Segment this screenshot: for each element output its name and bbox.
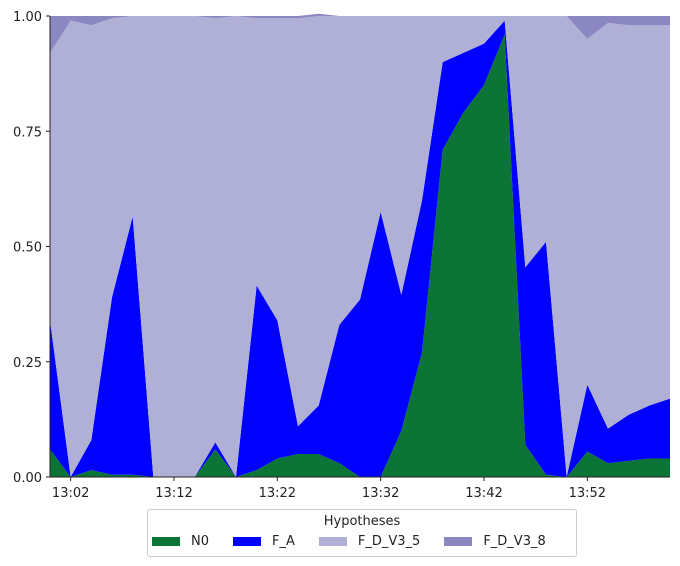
legend-label-n0: N0 (191, 534, 209, 549)
y-tick-label: 1.00 (13, 10, 42, 25)
y-tick-label: 0.00 (13, 471, 42, 486)
y-ticks: 0.00 0.25 0.50 0.75 1.00 (13, 10, 50, 486)
x-tick-label: 13:12 (155, 486, 192, 501)
legend-item-f-a: F_A (233, 534, 295, 549)
x-tick-label: 13:52 (569, 486, 606, 501)
y-tick-label: 0.25 (13, 356, 42, 371)
x-tick-label: 13:02 (52, 486, 89, 501)
x-tick-label: 13:42 (465, 486, 502, 501)
area-f-d-v3-5 (50, 16, 670, 477)
area-layers (50, 13, 670, 478)
x-tick-label: 13:22 (259, 486, 296, 501)
area-n0 (50, 34, 670, 477)
legend-swatch-f-d-v3-5 (318, 537, 347, 546)
area-f-a (50, 20, 670, 478)
legend-item-n0: N0 (152, 534, 209, 549)
legend-title: Hypotheses (323, 514, 401, 529)
legend-swatch-n0 (152, 537, 180, 546)
area-f-d-v3-8 (50, 13, 670, 53)
y-tick-label: 0.75 (13, 125, 42, 140)
legend-item-f-d-v3-8: F_D_V3_8 (444, 534, 546, 549)
legend-label-f-d-v3-8: F_D_V3_8 (483, 534, 546, 549)
x-tick-label: 13:32 (362, 486, 399, 501)
legend: Hypotheses N0 F_A F_D_V3_5 F_D_V3_8 (147, 509, 577, 557)
legend-swatch-f-a (233, 537, 261, 546)
x-ticks: 13:02 13:12 13:22 13:32 13:42 13:52 (52, 477, 606, 501)
legend-label-f-d-v3-5: F_D_V3_5 (357, 534, 421, 549)
stacked-area-chart: 13:02 13:12 13:22 13:32 13:42 13:52 0.000.250… (13, 10, 670, 501)
legend-label-f-a: F_A (272, 534, 295, 549)
y-tick-label: 0.50 (13, 241, 42, 256)
legend-swatch-f-d-v3-8 (444, 537, 473, 546)
legend-item-f-d-v3-5: F_D_V3_5 (318, 534, 421, 549)
legend-items: N0 F_A F_D_V3_5 F_D_V3_8 (152, 534, 546, 549)
